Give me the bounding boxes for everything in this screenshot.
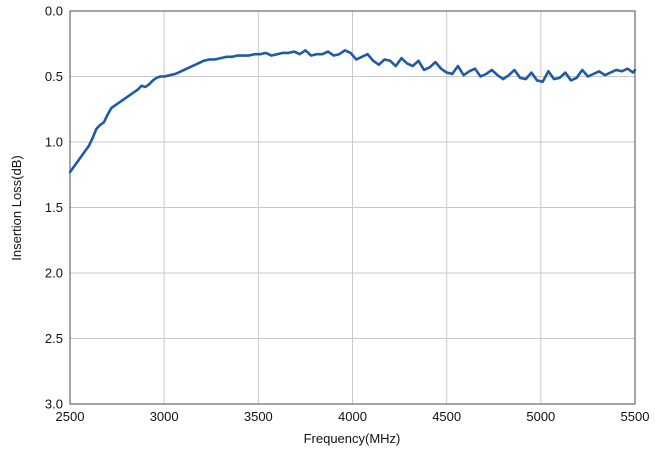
tick-labels: 2500 3000 3500 4000 4500 5000 5500 0.0 0.5 1.0 1.5… (45, 4, 650, 425)
x-tick-label: 3500 (244, 409, 273, 424)
y-tick-label: 0.0 (45, 4, 63, 19)
y-tick-label: 1.0 (45, 135, 63, 150)
x-tick-label: 5500 (621, 409, 650, 424)
y-tick-label: 1.5 (45, 200, 63, 215)
y-tick-label: 2.5 (45, 331, 63, 346)
y-tick-label: 0.5 (45, 69, 63, 84)
y-tick-label: 3.0 (45, 397, 63, 412)
x-axis-label: Frequency(MHz) (304, 431, 401, 446)
x-tick-label: 2500 (56, 409, 85, 424)
y-axis-label: Insertion Loss(dB) (9, 155, 24, 261)
grid-lines (70, 11, 635, 404)
series-layer (68, 48, 637, 174)
x-tick-label: 4500 (432, 409, 461, 424)
plot-frame (69, 10, 636, 405)
x-tick-label: 4000 (338, 409, 367, 424)
series-line (68, 48, 637, 174)
x-tick-label: 5000 (526, 409, 555, 424)
x-tick-label: 3000 (150, 409, 179, 424)
y-tick-label: 2.0 (45, 266, 63, 281)
